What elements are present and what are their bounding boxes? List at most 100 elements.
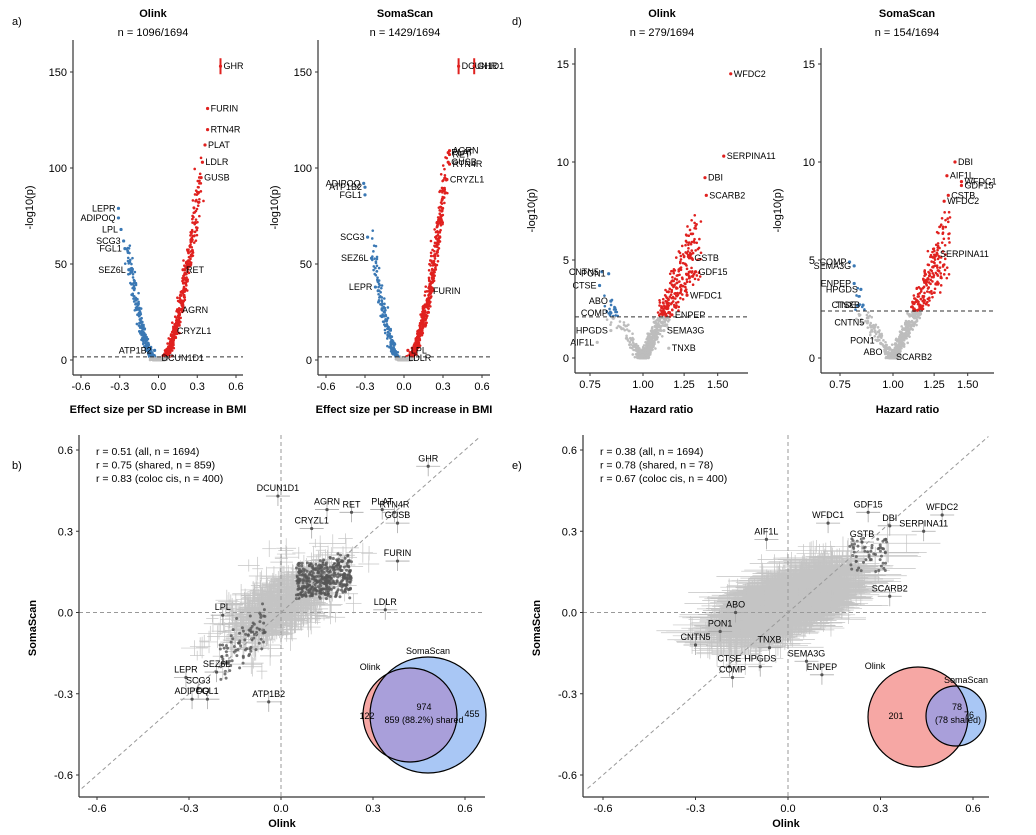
labeled-point [703,176,707,180]
data-point [622,323,626,327]
data-point [425,299,429,303]
labeled-point [172,329,176,333]
data-point [895,345,899,348]
data-point [189,243,192,247]
data-point [657,321,660,325]
data-point [905,322,909,325]
data-point [132,300,136,303]
panel-title: SomaScan [879,8,936,20]
panel-title: Olink [648,8,676,20]
data-point [380,286,383,290]
data-point [643,356,646,360]
data-point [622,321,626,324]
x-tick-label: -0.3 [356,381,375,393]
data-point [433,270,436,274]
data-point [394,351,397,355]
data-point [619,326,623,329]
data-point [657,340,660,344]
point-label: LPL [102,224,118,234]
data-point [166,342,169,345]
point-label: DCUN1D1 [162,353,205,363]
data-point [430,272,433,276]
data-point [884,356,888,360]
data-point [916,309,920,312]
data-point [927,274,931,278]
data-point [870,325,874,329]
data-point [179,298,182,302]
labeled-point [945,174,949,178]
labeled-point [607,272,611,276]
data-point [921,304,925,308]
points [116,58,223,362]
data-point [131,272,135,276]
data-point [683,289,687,293]
data-point [691,283,695,286]
panel-d-olink: Olink n = 279/1694 WFDC2 SERPINA11 DBI SCARB2… [526,8,776,416]
data-point [439,172,443,176]
data-point [172,337,175,340]
data-point [916,292,920,296]
data-point [433,249,436,253]
data-point [126,256,130,260]
labeled-point [942,199,946,203]
data-point [662,312,666,316]
data-point [926,249,930,253]
point-label: SCG3 [340,232,365,242]
data-point [654,347,657,350]
data-point [916,295,920,298]
point-label: FURIN [211,103,239,113]
data-point [446,191,449,195]
data-point [374,261,378,265]
point-label: FGL1 [339,190,362,200]
data-point [376,278,379,282]
data-point [675,281,678,285]
labeled-point [428,289,432,293]
data-point [662,307,666,310]
data-point [128,251,131,255]
data-point [939,276,943,280]
data-point [669,302,673,306]
data-point [947,272,951,276]
labeled-point [116,206,121,210]
data-point [674,256,678,259]
data-point [396,350,400,354]
data-point [631,332,634,336]
data-point [909,327,913,331]
data-point [945,266,949,269]
point-label: HPGDS [826,284,858,294]
data-point [684,239,688,243]
data-point [684,233,688,237]
data-point [659,329,662,332]
data-point [675,274,679,277]
data-point [193,221,196,225]
data-point [647,337,650,341]
data-point [427,276,431,280]
labeled-point [935,252,939,256]
data-point [948,232,951,235]
data-point [377,292,380,296]
data-point [923,269,927,272]
data-point [938,266,942,269]
data-point [140,323,144,326]
y-tick-label: 15 [557,59,569,71]
data-point [132,288,136,292]
data-point [443,173,447,177]
data-point [389,340,392,344]
data-point [370,237,374,240]
data-point [430,268,434,272]
data-point [177,319,180,323]
point-label: CRYZL1 [177,326,211,336]
data-point [425,314,429,318]
data-point [179,316,182,320]
data-point [189,261,193,265]
data-point [680,276,684,279]
data-point [656,316,660,320]
data-point [928,296,931,300]
point-label: WFDC2 [734,69,766,79]
data-point [195,228,199,232]
data-point [140,333,143,337]
data-point [914,300,918,303]
labeled-point [153,348,157,352]
data-point [169,338,173,341]
data-point [380,284,384,287]
